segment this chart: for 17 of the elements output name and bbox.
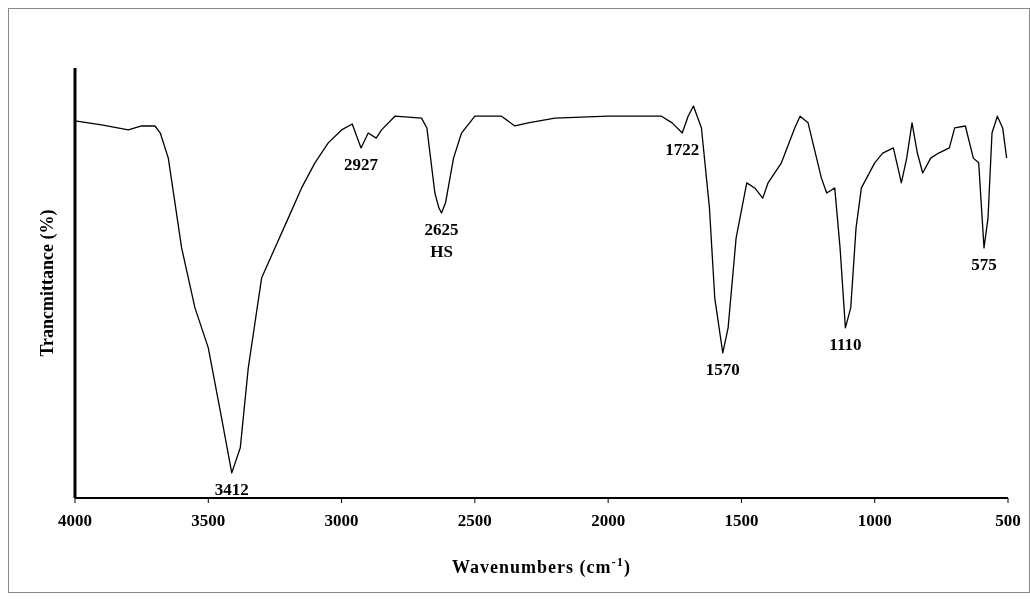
x-axis-title: Wavenumbers (cm$^{-1}$): [452, 555, 631, 578]
x-tick-label: 2000: [591, 511, 626, 530]
x-tick-label: 2500: [457, 511, 492, 530]
annotation: 1570: [705, 359, 740, 379]
x-tick-label: 4000: [58, 511, 92, 530]
x-tick-label: 3000: [324, 511, 359, 530]
annotation: 2927: [344, 154, 379, 174]
annotation: 1110: [829, 334, 862, 354]
x-tick-label: 1500: [724, 511, 759, 530]
annotation: 3412: [214, 479, 249, 499]
y-axis-title: Trancmittance (%): [37, 209, 58, 357]
x-tick-label: 3500: [191, 511, 226, 530]
annotation: 575: [971, 254, 997, 274]
x-tick-label: 500: [995, 511, 1021, 530]
annotation: 1722: [665, 140, 700, 160]
annotation: 2625 HS: [424, 220, 459, 262]
x-tick-label: 1000: [857, 511, 892, 530]
